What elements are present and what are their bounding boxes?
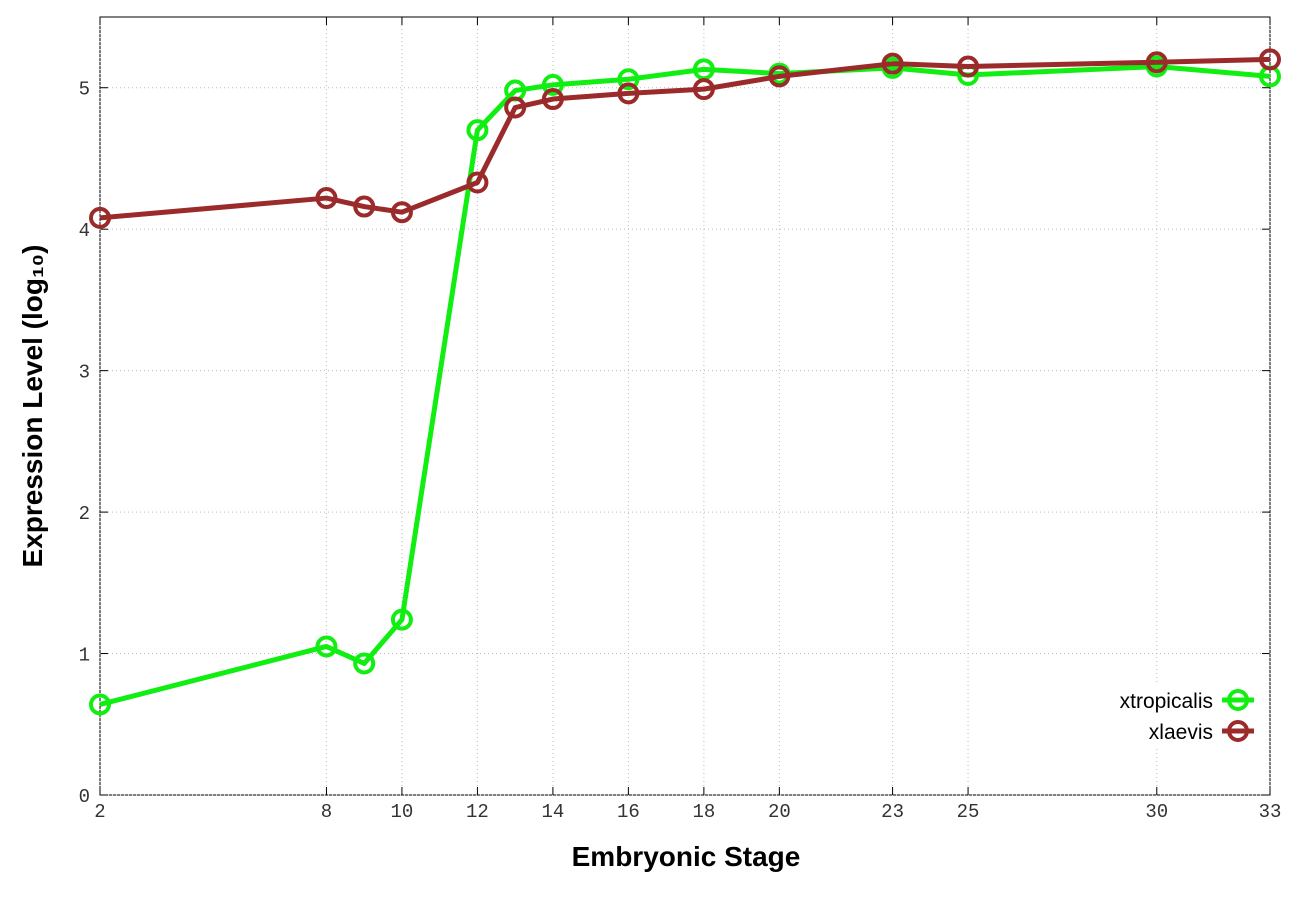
point	[315, 187, 338, 210]
point	[315, 635, 338, 658]
legend-marker	[1227, 689, 1249, 711]
point	[504, 96, 527, 119]
y-tick-label: 4	[79, 220, 90, 242]
x-tick-label: 25	[957, 801, 980, 823]
plot-frame	[99, 16, 1271, 796]
point	[466, 171, 489, 194]
point	[353, 195, 376, 218]
series-line	[99, 56, 1271, 221]
point	[617, 68, 640, 91]
point	[617, 82, 640, 105]
x-tick-label: 2	[94, 801, 105, 823]
x-tick-label: 20	[768, 801, 791, 823]
point	[390, 608, 413, 631]
x-tick-label: 8	[321, 801, 332, 823]
y-axis-title: Expression Level (log₁₀)	[17, 245, 48, 568]
point	[1145, 51, 1168, 74]
legend-label: xlaevis	[1149, 721, 1213, 744]
y-tick-label: 0	[79, 786, 90, 808]
y-tick-label: 3	[79, 362, 90, 384]
point	[390, 201, 413, 224]
point	[692, 78, 715, 101]
x-tick-label: 12	[466, 801, 489, 823]
x-axis-title: Embryonic Stage	[572, 841, 801, 872]
point	[89, 693, 111, 716]
legend-label: xtropicalis	[1120, 690, 1213, 713]
point	[541, 88, 564, 111]
x-tick-label: 30	[1145, 801, 1168, 823]
point	[541, 73, 564, 96]
legend-marker	[1227, 720, 1249, 742]
point	[89, 206, 111, 229]
x-tick-label: 18	[692, 801, 715, 823]
x-tick-label: 23	[881, 801, 904, 823]
point	[466, 119, 489, 142]
x-tick-label: 33	[1259, 801, 1282, 823]
point	[768, 65, 791, 88]
series-line	[99, 64, 1271, 707]
point	[881, 52, 904, 75]
y-tick-label: 5	[79, 79, 90, 101]
point	[353, 652, 376, 675]
x-tick-label: 16	[617, 801, 640, 823]
point	[957, 55, 980, 78]
y-tick-label: 2	[79, 503, 90, 525]
y-tick-label: 1	[79, 645, 90, 667]
point	[1259, 48, 1281, 71]
x-tick-label: 10	[391, 801, 414, 823]
x-tick-label: 14	[541, 801, 564, 823]
